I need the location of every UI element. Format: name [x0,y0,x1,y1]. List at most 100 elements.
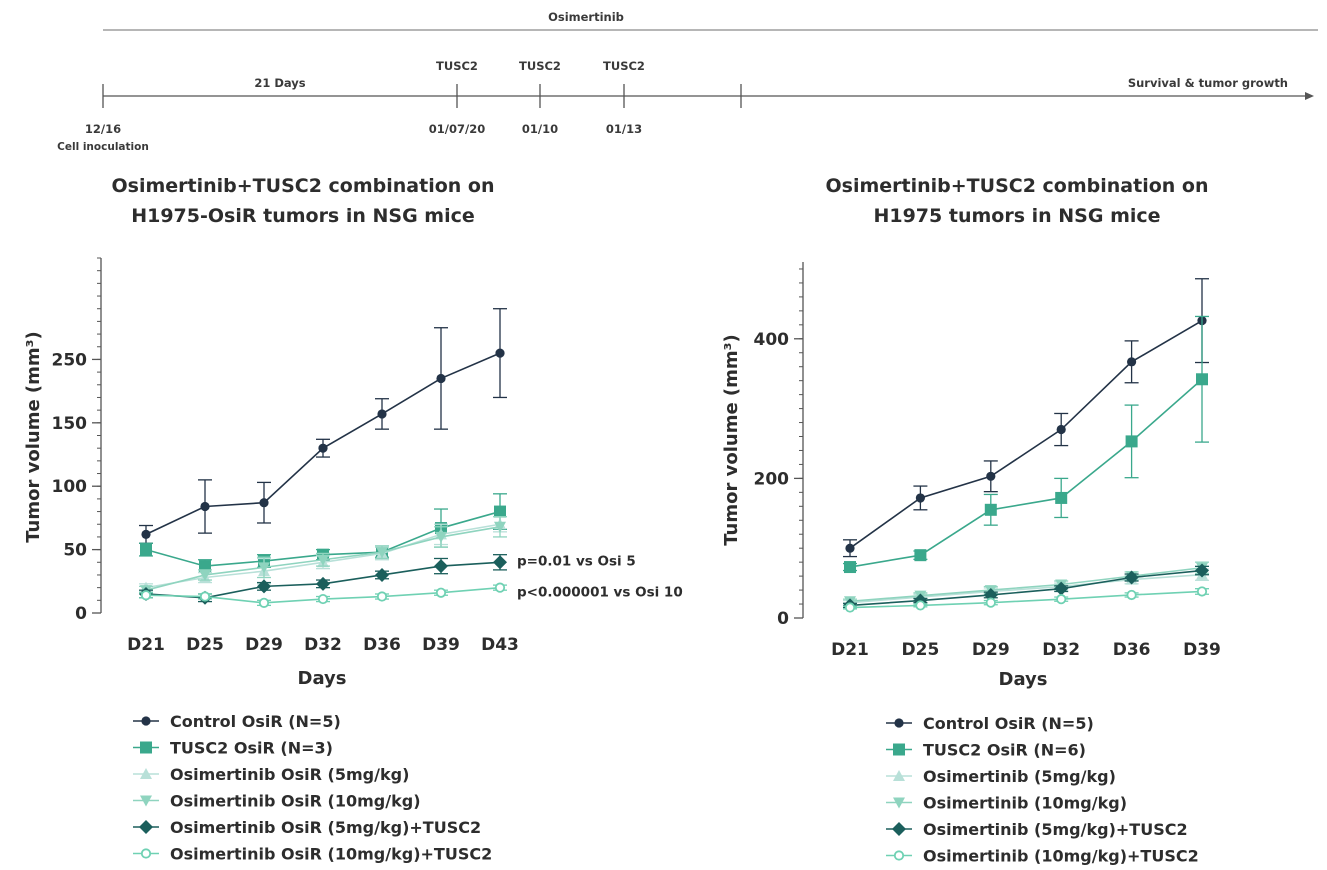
chart-2-series-5 [843,586,1209,613]
chart-1-data-point [494,505,506,518]
chart-1-title-line1: Osimertinib+TUSC2 combination on [112,175,495,197]
chart-2-data-point [1055,491,1068,504]
timeline-arrow-icon [1305,92,1314,100]
chart-1-y-tick-label: 100 [52,477,88,497]
chart-2-series-line [849,569,1203,607]
treatment-label: Osimertinib [548,10,624,24]
chart-1-legend-item: Osimertinib OsiR (10mg/kg)+TUSC2 [133,845,492,864]
chart-2-data-point [983,587,998,602]
chart-2-legend-marker [893,770,905,781]
chart-1-annotation: p<0.000001 vs Osi 10 [517,585,683,601]
timeline: Osimertinib 21 Days Survival & tumor gro… [57,10,1318,153]
chart-2-series-line [849,573,1203,604]
chart-2-data-point [985,597,996,608]
chart-1-legend-label: Osimertinib OsiR (10mg/kg)+TUSC2 [170,845,492,864]
chart-2-legend-item: Osimertinib (10mg/kg)+TUSC2 [886,847,1199,866]
chart-2-data-point [1195,563,1209,578]
chart-2-data-point [1125,435,1138,448]
chart-1-data-point [493,555,507,570]
chart-2-data-point [1196,373,1208,386]
chart-1-data-point [258,562,270,574]
chart-2-legend-label: Osimertinib (10mg/kg)+TUSC2 [923,847,1199,866]
chart-2-ylabel: Tumor volume (mm³) [721,334,742,546]
event-date-1: 01/07/20 [429,122,485,136]
chart-2-series-line [849,378,1203,568]
chart-1-y-tick-label: 50 [63,541,87,561]
chart-2-y-tick-label: 0 [777,609,789,629]
chart-1-x-tick-label: D43 [481,635,519,655]
chart-2-x-tick-label: D25 [902,640,940,660]
chart-1-title-line2: H1975-OsiR tumors in NSG mice [131,205,475,227]
chart-2-data-point [986,471,996,481]
period-label: 21 Days [254,76,305,90]
chart-2-title-line1: Osimertinib+TUSC2 combination on [826,175,1209,197]
chart-1-y-tick-label: 0 [75,604,87,624]
chart-1-legend-marker [140,768,152,779]
chart-2-series-line [849,590,1203,609]
chart-1-legend-label: Osimertinib OsiR (5mg/kg) [170,765,409,784]
chart-2-legend-marker [893,797,905,809]
chart-2-legend-label: Osimertinib (5mg/kg)+TUSC2 [923,820,1188,839]
chart-1-data-point [258,597,270,608]
chart-2-legend-marker [893,850,905,861]
event-date-2: 01/10 [522,122,558,136]
event-top-1: TUSC2 [436,59,478,73]
chart-2-data-point [844,561,856,574]
chart-1-legend-label: Control OsiR (N=5) [170,712,341,731]
chart-2-legend-item: Osimertinib (10mg/kg) [886,794,1127,813]
chart-1-legend-marker [139,820,153,834]
chart-1-data-point [435,587,447,598]
chart-1-xlabel: Days [298,668,347,689]
chart-1-data-point [199,569,211,581]
chart-1-data-point [494,521,506,533]
chart-2-legend-item: Osimertinib (5mg/kg)+TUSC2 [886,820,1188,839]
chart-2-data-point [1056,424,1066,435]
chart-2-x-tick-label: D36 [1113,640,1151,660]
chart-2-y-tick-label: 400 [754,330,790,350]
chart-1-x-tick-label: D32 [304,635,342,655]
chart-2-data-point [1126,589,1137,601]
chart-2-legend-item: Control OsiR (N=5) [886,714,1094,733]
chart-2-legend-label: Control OsiR (N=5) [923,714,1094,733]
event-date-0: 12/16 [85,122,121,136]
chart-2-data-point [1196,586,1208,597]
chart-1-data-point [376,547,388,559]
end-label: Survival & tumor growth [1128,76,1288,90]
chart-2-legend-marker [894,718,904,728]
chart-2-data-point [1127,357,1137,367]
chart-2-data-point [915,600,926,611]
chart-1-data-point [140,543,152,556]
chart-1-series-5 [139,582,507,608]
chart-1-legend-label: TUSC2 OsiR (N=3) [170,739,333,758]
chart-1-legend-item: Control OsiR (N=5) [133,712,341,731]
chart-2-title-line2: H1975 tumors in NSG mice [873,205,1160,227]
chart-2-x-tick-label: D29 [972,640,1010,660]
chart-2-legend: Control OsiR (N=5) TUSC2 OsiR (N=6) Osimer… [886,714,1199,866]
chart-1-data-point [436,373,446,384]
chart-1-data-point [434,559,448,574]
chart-2-data-point [915,493,926,503]
chart-1-legend-item: Osimertinib OsiR (5mg/kg)+TUSC2 [133,818,481,837]
chart-1-x-tick-label: D39 [422,635,460,655]
chart-2-legend-label: Osimertinib (10mg/kg) [923,794,1127,813]
event-note-0: Cell inoculation [57,141,149,153]
chart-1-legend-marker [141,716,151,726]
chart-2-legend-marker [893,743,905,756]
chart-1-data-point [140,590,152,601]
chart-1-data-point [199,560,211,573]
chart-2-data-point [914,549,927,562]
chart-1-data-point [317,593,329,605]
chart-2-x-tick-label: D32 [1042,640,1080,660]
chart-1-data-point [259,498,269,508]
chart-2-series-line [849,319,1203,549]
chart-1-x-tick-label: D21 [127,635,165,655]
chart-1-legend-label: Osimertinib OsiR (10mg/kg) [170,792,421,811]
chart-1-series-3 [139,515,507,597]
chart-1-y-tick-label: 150 [52,414,88,434]
chart-1-legend-marker [140,795,152,807]
chart-1-ylabel: Tumor volume (mm³) [23,331,44,543]
chart-2-series-line [849,566,1203,603]
chart-2-series-0 [843,278,1209,558]
